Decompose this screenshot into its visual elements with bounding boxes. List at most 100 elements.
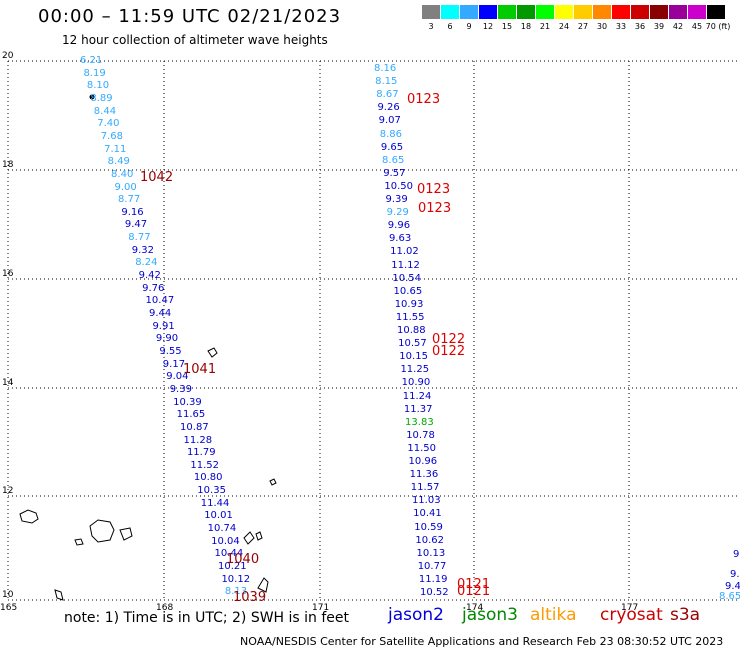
wave-height-label: 9.55: [159, 345, 182, 357]
wave-height-label: 9.90: [155, 333, 179, 345]
satellite-legend-entry: cryosat: [600, 605, 663, 625]
wave-height-label: 8.19: [83, 67, 106, 79]
wave-height-label: 8.77: [128, 232, 151, 244]
wave-height-label: 11.57: [410, 482, 440, 494]
scale-label: 24: [558, 22, 570, 31]
wave-height-label: 6.21: [80, 55, 103, 66]
wave-height-label: 10.39: [173, 396, 202, 408]
wave-height-label: 11.55: [395, 311, 425, 323]
wave-height-label: 8.24: [135, 257, 158, 269]
wave-height-label: 11.52: [190, 459, 220, 471]
scale-swatch: [517, 5, 535, 19]
y-tick-label: 10: [2, 590, 14, 600]
wave-height-label: 9.91: [152, 320, 175, 332]
island-1: [19, 509, 39, 524]
wave-height-label: 9.32: [131, 244, 155, 256]
scale-label: 45: [691, 22, 703, 31]
footer-note: note: 1) Time is in UTC; 2) SWH is in fe…: [64, 610, 350, 626]
map-title: 00:00 – 11:59 UTC 02/21/2023: [38, 6, 342, 27]
satellite-legend-entry: s3a: [670, 605, 701, 625]
wave-height-label: 10.90: [401, 377, 431, 389]
scale-swatch: [650, 5, 668, 19]
wave-height-label: 9.17: [162, 358, 186, 370]
footer-credit: NOAA/NESDIS Center for Satellite Applica…: [240, 635, 724, 648]
wave-height-label: 9.: [733, 549, 740, 560]
wave-height-label: 8.67: [376, 89, 399, 101]
scale-label: 21: [539, 22, 551, 31]
wave-height-label: 8.89: [90, 92, 113, 104]
satellite-legend-entry: jason3: [462, 605, 518, 625]
scale-label: 39: [653, 22, 665, 31]
orbit-rev-label: 1040: [226, 552, 260, 567]
wave-height-label: 11.03: [411, 495, 441, 507]
island-8: [257, 577, 269, 593]
wave-height-label: 11.28: [183, 434, 213, 446]
wave-height-label: 13.83: [405, 416, 434, 428]
wave-height-label: 10.78: [406, 429, 435, 441]
scale-label: 3: [428, 22, 434, 31]
wave-height-label: 9.63: [388, 233, 412, 245]
wave-height-label: 10.57: [398, 338, 427, 350]
satellite-legend-entry: jason2: [388, 605, 444, 625]
scale-swatch: [498, 5, 516, 19]
wave-height-label: 9.65: [380, 141, 404, 153]
wave-height-label: 10.80: [193, 472, 223, 484]
wave-height-label: 7.11: [104, 143, 127, 155]
wave-height-label: 9.04: [166, 371, 189, 383]
wave-height-label: 9.29: [386, 207, 409, 219]
wave-height-label: 10.12: [221, 573, 251, 585]
wave-height-label: 10.44: [214, 548, 244, 560]
wave-height-label: 10.52: [420, 587, 449, 598]
wave-height-label: 8.65: [719, 591, 740, 602]
wave-height-label: 10.62: [415, 534, 445, 546]
wave-height-label: 9.76: [142, 282, 165, 294]
scale-label: 33: [615, 22, 627, 31]
wave-height-label: 10.41: [413, 508, 442, 520]
scale-swatch: [631, 5, 649, 19]
wave-height-label: 11.25: [400, 364, 430, 376]
x-tick-label: 165: [0, 603, 18, 613]
wave-height-label: 10.59: [414, 521, 443, 533]
wave-height-label: 11.24: [402, 390, 432, 402]
wave-height-label: 8.65: [382, 154, 405, 166]
wave-height-label: 8.16: [374, 63, 397, 74]
island-9: [54, 589, 64, 601]
wave-height-label: 10.87: [180, 421, 209, 433]
scale-swatch: [593, 5, 611, 19]
wave-height-label: 10.21: [218, 561, 247, 572]
island-6: [269, 478, 277, 486]
wave-height-label: 11.44: [200, 497, 230, 509]
wave-height-label: 9.42: [138, 270, 161, 282]
x-tick-label: 168: [156, 603, 174, 613]
orbit-rev-label: 0121: [457, 584, 491, 599]
y-tick-label: 12: [2, 486, 14, 496]
scale-label: 15: [501, 22, 513, 31]
wave-height-label: 10.01: [204, 510, 233, 522]
wave-height-label: 11.50: [407, 442, 436, 454]
scale-swatch: [707, 5, 725, 19]
island-dot: [89, 94, 95, 100]
wave-height-label: 11.12: [391, 259, 420, 271]
wave-height-label: 8.40: [111, 168, 134, 180]
x-tick-label: 171: [312, 603, 330, 613]
wave-height-label: 9.39: [385, 194, 408, 205]
wave-height-label: 11.02: [390, 246, 419, 258]
scale-swatch: [479, 5, 497, 19]
wave-height-label: 10.54: [392, 272, 422, 284]
wave-height-label: 9.47: [124, 219, 148, 231]
orbit-rev-label: 0123: [417, 182, 451, 197]
y-tick-label: 16: [2, 269, 14, 279]
wave-height-label: 10.50: [384, 180, 413, 192]
satellite-legend-entry: altika: [530, 605, 577, 625]
wave-height-label: 9.26: [377, 102, 400, 114]
scale-label: 6: [447, 22, 453, 31]
wave-height-label: 10.35: [197, 485, 226, 497]
x-tick-label: 177: [621, 603, 639, 613]
orbit-rev-label: 1042: [140, 170, 174, 185]
x-tick-label: 174: [466, 603, 484, 613]
wave-height-label: 9.16: [121, 206, 144, 218]
orbit-rev-label: 0123: [418, 201, 452, 216]
wave-height-label: 10.74: [207, 523, 237, 535]
wave-height-label: 7.40: [97, 118, 120, 130]
